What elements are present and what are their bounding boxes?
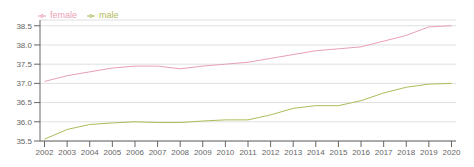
svg-text:38.5: 38.5 — [16, 22, 32, 31]
html-text:male: male — [99, 10, 119, 20]
svg-text:2013: 2013 — [284, 148, 302, 157]
svg-text:2009: 2009 — [194, 148, 212, 157]
svg-text:2019: 2019 — [420, 148, 438, 157]
svg-text:2018: 2018 — [397, 148, 415, 157]
svg-text:2010: 2010 — [216, 148, 234, 157]
svg-text:2017: 2017 — [375, 148, 393, 157]
svg-text:36.0: 36.0 — [16, 118, 32, 127]
svg-text:2003: 2003 — [58, 148, 76, 157]
svg-text:35.5: 35.5 — [16, 137, 32, 146]
svg-text:2005: 2005 — [103, 148, 121, 157]
svg-text:38.0: 38.0 — [16, 41, 32, 50]
svg-text:2016: 2016 — [352, 148, 370, 157]
svg-text:2020: 2020 — [443, 148, 461, 157]
svg-text:2015: 2015 — [330, 148, 348, 157]
svg-text:2012: 2012 — [262, 148, 280, 157]
svg-text:2002: 2002 — [36, 148, 54, 157]
svg-text:37.5: 37.5 — [16, 60, 32, 69]
html-text:female: female — [50, 10, 77, 20]
svg-text:37.0: 37.0 — [16, 79, 32, 88]
svg-text:2011: 2011 — [239, 148, 257, 157]
svg-text:36.5: 36.5 — [16, 98, 32, 107]
svg-text:2006: 2006 — [126, 148, 144, 157]
svg-text:2004: 2004 — [81, 148, 99, 157]
svg-text:2007: 2007 — [149, 148, 167, 157]
svg-text:2008: 2008 — [171, 148, 189, 157]
svg-text:2014: 2014 — [307, 148, 325, 157]
